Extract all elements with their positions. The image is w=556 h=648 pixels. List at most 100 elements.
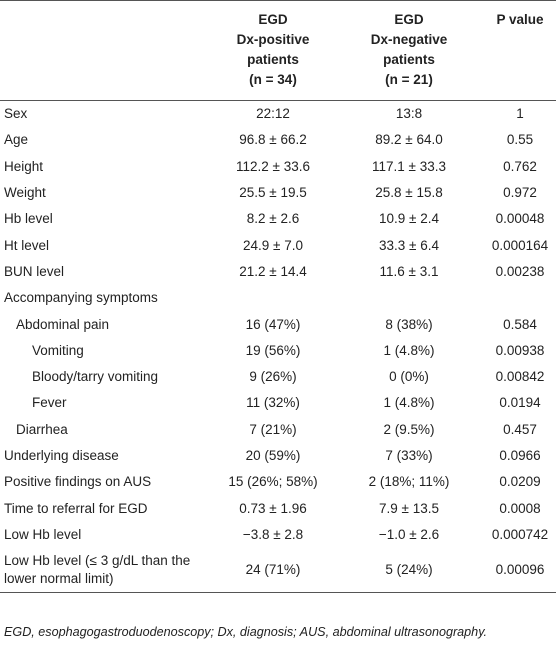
cell: 16 (47%) [245, 316, 301, 332]
row-label: Age [4, 132, 29, 148]
row-label: BUN level [4, 263, 65, 279]
row-label: Vomiting [32, 342, 84, 358]
cell: 117.1 ± 33.3 [372, 158, 446, 174]
header-line: (n = 21) [385, 72, 433, 87]
header-line: EGD [394, 12, 424, 27]
table-row: Ht level 24.9 ± 7.0 33.3 ± 6.4 0.000164 [0, 232, 556, 258]
header-row: EGD Dx-positive patients (n = 34) EGD Dx-nega… [0, 0, 556, 101]
cell: 5 (24%) [385, 562, 433, 578]
cell: 25.8 ± 15.8 [375, 185, 443, 201]
row-label: Abdominal pain [16, 316, 110, 332]
row-label: Positive findings on AUS [4, 474, 152, 490]
header-line: Dx-positive [236, 32, 310, 47]
row-label: Low Hb level (≤ 3 g/dL than the lower no… [4, 553, 191, 587]
row-label: Accompanying symptoms [4, 290, 158, 306]
row-label: Sex [4, 106, 28, 122]
cell: 0.000164 [491, 237, 549, 253]
cell: 9 (26%) [249, 369, 297, 385]
row-label: Weight [4, 185, 46, 201]
cell: 11 (32%) [246, 395, 300, 411]
cell: 0.0209 [499, 474, 541, 490]
cell: 0.73 ± 1.96 [239, 500, 307, 516]
cell: 21.2 ± 14.4 [239, 263, 307, 279]
cell: 19 (56%) [245, 342, 301, 358]
cell: 0.0194 [499, 395, 541, 411]
cell: −3.8 ± 2.8 [242, 526, 304, 542]
cell: 1 (4.8%) [383, 342, 435, 358]
cell: 0.00096 [495, 562, 545, 578]
cell: 0.55 [506, 132, 534, 148]
cell: 24.9 ± 7.0 [243, 237, 303, 253]
cell: 2 (18%; 11%) [368, 474, 450, 490]
row-label: Bloody/tarry vomiting [32, 369, 159, 385]
header-line: patients [247, 52, 299, 67]
cell: 0.457 [503, 421, 537, 437]
cell: 22:12 [256, 106, 290, 122]
table-header: EGD Dx-positive patients (n = 34) EGD Dx-nega… [0, 0, 556, 101]
cell: 25.5 ± 19.5 [239, 185, 307, 201]
header-cell [0, 1, 212, 101]
table-row: Hb level 8.2 ± 2.6 10.9 ± 2.4 0.00048 [0, 206, 556, 232]
cell: 0.972 [503, 185, 537, 201]
cell: 96.8 ± 66.2 [239, 132, 307, 148]
table-row: Low Hb level −3.8 ± 2.8 −1.0 ± 2.6 0.000742 [0, 522, 556, 548]
table-row: Age 96.8 ± 66.2 89.2 ± 64.0 0.55 [0, 127, 556, 153]
cell: 13:8 [395, 106, 423, 122]
table-row: BUN level 21.2 ± 14.4 11.6 ± 3.1 0.00238 [0, 259, 556, 285]
header-line: Dx-negative [370, 32, 448, 47]
table-row: Accompanying symptoms [0, 285, 556, 311]
table-row: Vomiting 19 (56%) 1 (4.8%) 0.00938 [0, 338, 556, 364]
cell: 1 (4.8%) [383, 395, 435, 411]
cell: 0.00938 [495, 342, 545, 358]
header-cell: EGD Dx-positive patients (n = 34) [212, 1, 334, 101]
header-cell: P value [484, 1, 556, 101]
table-row: Diarrhea 7 (21%) 2 (9.5%) 0.457 [0, 417, 556, 443]
header-line: (n = 34) [249, 72, 297, 87]
header-line: patients [383, 52, 435, 67]
cell: 24 (71%) [245, 562, 301, 578]
cell: 0 (0%) [389, 369, 429, 385]
table-row: Time to referral for EGD 0.73 ± 1.96 7.9 ±… [0, 495, 556, 521]
table-row: Height 112.2 ± 33.6 117.1 ± 33.3 0.762 [0, 154, 556, 180]
cell: 1 [516, 106, 524, 122]
table-body: Sex 22:12 13:8 1 Age 96.8 ± 66.2 89.2 ± 64.0 0.… [0, 101, 556, 593]
cell: −1.0 ± 2.6 [378, 526, 440, 542]
row-label: Height [4, 158, 44, 174]
cell: 7.9 ± 13.5 [379, 500, 439, 516]
row-label: Time to referral for EGD [4, 500, 148, 516]
cell: 7 (21%) [249, 421, 297, 437]
cell: 0.584 [503, 316, 537, 332]
row-label: Low Hb level [4, 526, 82, 542]
cell: 89.2 ± 64.0 [375, 132, 443, 148]
footnote: EGD, esophagogastroduodenoscopy; Dx, dia… [4, 625, 488, 639]
cell: 8.2 ± 2.6 [246, 211, 300, 227]
table-row: Bloody/tarry vomiting 9 (26%) 0 (0%) 0.0084… [0, 364, 556, 390]
cell: 11.6 ± 3.1 [379, 263, 439, 279]
header-cell: EGD Dx-negative patients (n = 21) [334, 1, 484, 101]
row-label: Hb level [4, 211, 53, 227]
table-row: Weight 25.5 ± 19.5 25.8 ± 15.8 0.972 [0, 180, 556, 206]
table-row: Abdominal pain 16 (47%) 8 (38%) 0.584 [0, 311, 556, 337]
cell: 0.0966 [499, 448, 541, 463]
cell: 33.3 ± 6.4 [379, 237, 439, 253]
row-label: Diarrhea [16, 421, 68, 437]
cell: 15 (26%; 58%) [228, 474, 318, 490]
cell: 0.00048 [495, 211, 545, 227]
cell: 0.00238 [495, 263, 545, 279]
row-label: Underlying disease [4, 448, 119, 463]
cell: 0.762 [503, 158, 537, 174]
cell: 0.00842 [495, 369, 545, 385]
cell: 112.2 ± 33.6 [236, 158, 310, 174]
row-label: Ht level [4, 237, 50, 253]
header-line: EGD [258, 12, 288, 27]
cell: 0.0008 [499, 500, 541, 516]
cell: 20 (59%) [245, 448, 301, 463]
table-row: Low Hb level (≤ 3 g/dL than the lower no… [0, 548, 556, 593]
cell: 2 (9.5%) [383, 421, 435, 437]
table-row: Fever 11 (32%) 1 (4.8%) 0.0194 [0, 390, 556, 416]
data-table: EGD Dx-positive patients (n = 34) EGD Dx-nega… [0, 0, 556, 593]
table-row: Sex 22:12 13:8 1 [0, 101, 556, 128]
cell: 10.9 ± 2.4 [379, 211, 439, 227]
table-row: Underlying disease 20 (59%) 7 (33%) 0.0966 [0, 443, 556, 469]
